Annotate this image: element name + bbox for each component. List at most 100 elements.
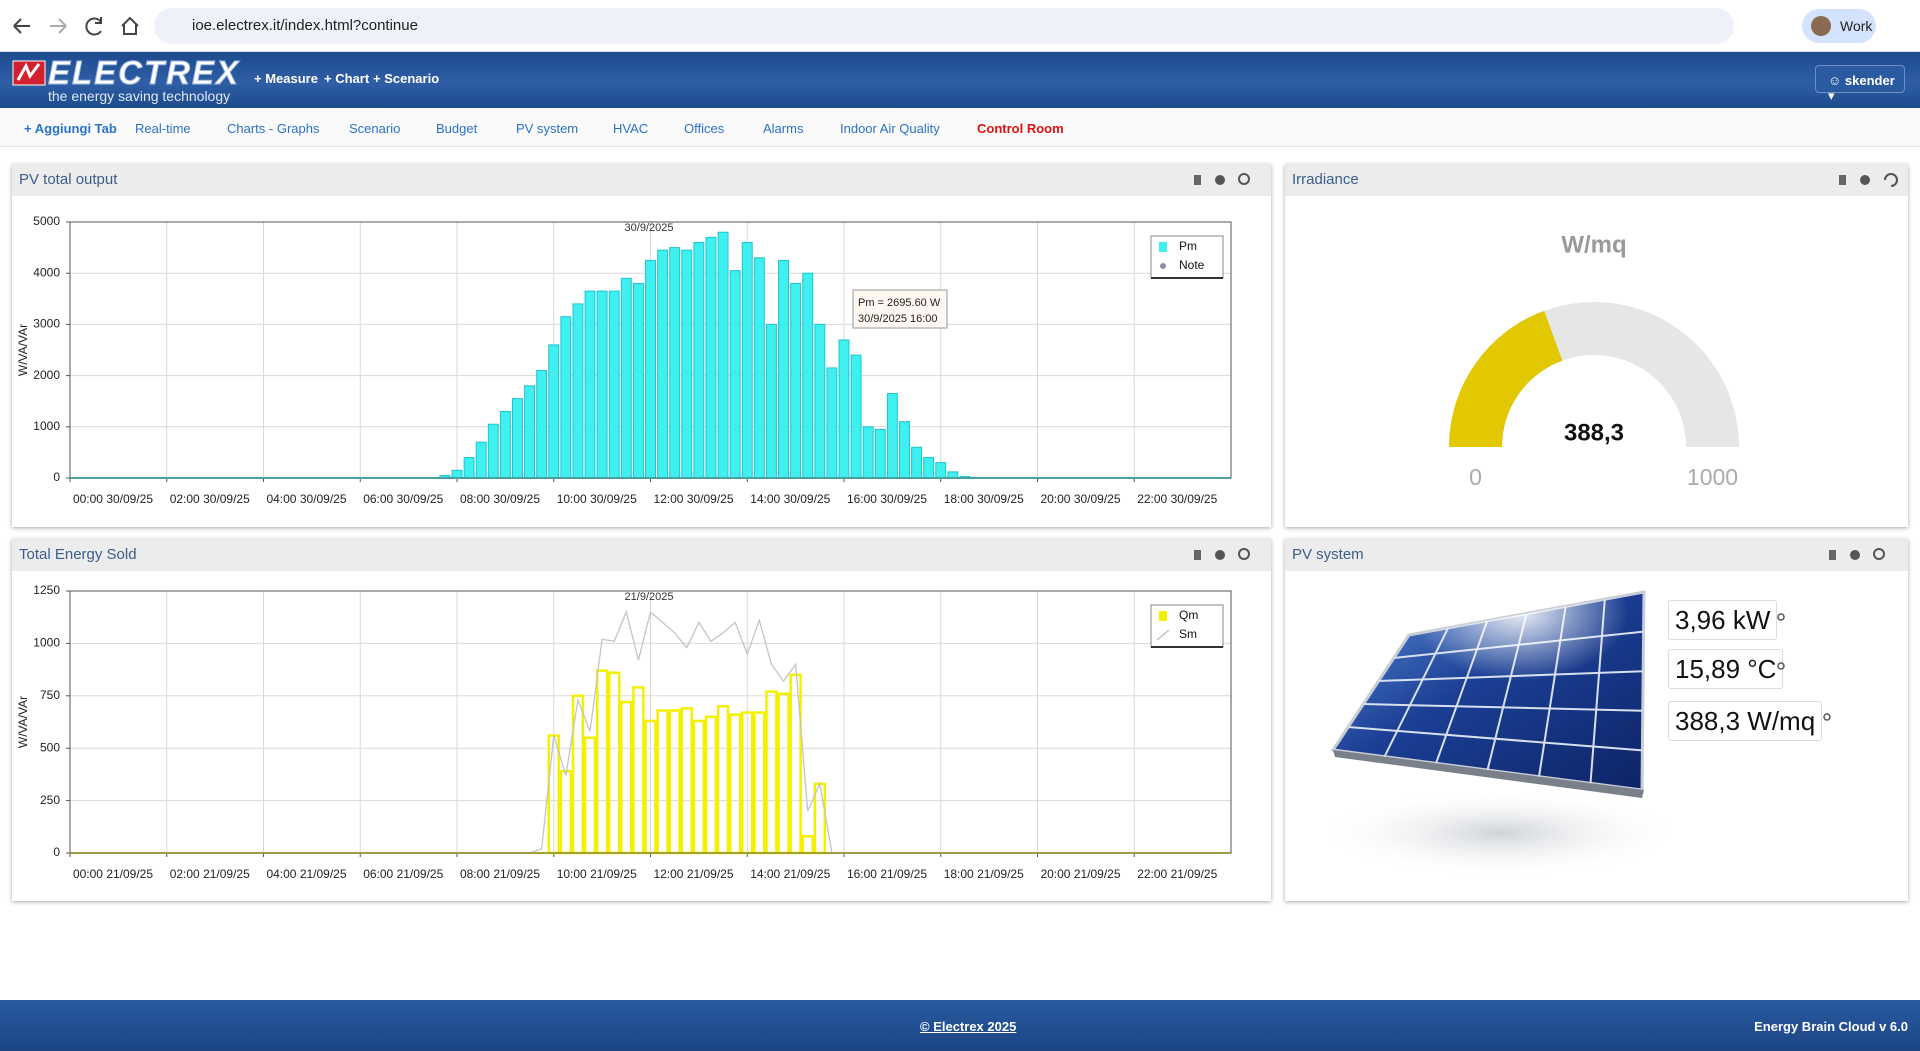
home-button[interactable] (121, 16, 139, 35)
y-tick-label: 500 (40, 740, 60, 754)
panel-title: Total Energy Sold (19, 546, 137, 563)
nav-link[interactable]: + Measure (254, 71, 318, 86)
tab[interactable]: Budget (436, 121, 478, 136)
settings-icon[interactable] (1860, 175, 1870, 185)
bar (620, 277, 632, 479)
reading-value: 3,96 kW (1675, 605, 1771, 635)
tab[interactable]: Charts - Graphs (227, 121, 320, 136)
zoom-icon[interactable] (1238, 173, 1250, 185)
bar (560, 316, 572, 479)
profile-name: Work (1840, 18, 1873, 34)
panel: PV total output 0 1000 2000 3000 4000 5000 00:… (12, 164, 1271, 527)
tab[interactable]: + Aggiungi Tab (24, 121, 117, 136)
date-annotation: 30/9/2025 (625, 222, 674, 234)
nav-link[interactable]: + Scenario (373, 71, 440, 86)
tab-bar: + Aggiungi Tab Real-time Charts - Graphs… (0, 108, 1920, 147)
bar (536, 369, 548, 479)
settings-icon[interactable] (1215, 550, 1225, 560)
zoom-icon[interactable] (1238, 548, 1250, 560)
back-button[interactable] (13, 18, 30, 34)
avatar (1811, 16, 1831, 36)
bar (717, 231, 729, 479)
bar (778, 259, 789, 479)
x-tick-label: 04:00 30/09/25 (266, 492, 346, 506)
tab[interactable]: Alarms (763, 121, 804, 136)
reload-button[interactable] (85, 17, 102, 36)
legend-label: Pm (1179, 239, 1197, 253)
bar (826, 367, 838, 479)
zoom-icon[interactable] (1873, 548, 1885, 560)
tab-label: Aggiungi Tab (34, 121, 117, 136)
tooltip: Pm = 2695.60 W 30/9/2025 16:00 (852, 289, 948, 329)
panel-title: PV total output (19, 171, 118, 188)
x-tick-label: 20:00 21/09/25 (1040, 867, 1120, 881)
reading: 388,3 W/mq (1668, 701, 1823, 741)
tab[interactable]: PV system (516, 121, 579, 136)
refresh-icon[interactable] (1884, 173, 1898, 187)
bar (947, 471, 959, 479)
gauge-value: 388,3 (1564, 419, 1624, 446)
x-tick-label: 16:00 30/09/25 (847, 492, 927, 506)
gauge-value-arc (1449, 310, 1563, 447)
x-tick-label: 12:00 21/09/25 (653, 867, 733, 881)
y-tick-label: 250 (40, 793, 60, 807)
tooltip-text: 30/9/2025 16:00 (858, 313, 938, 325)
tab[interactable]: Indoor Air Quality (840, 121, 940, 136)
tab[interactable]: HVAC (613, 121, 649, 136)
bar (935, 462, 947, 479)
version: Energy Brain Cloud v 6.0 (1754, 1019, 1908, 1034)
copyright-link[interactable]: © Electrex 2025 (920, 1019, 1017, 1034)
x-tick-label: 20:00 30/09/25 (1040, 492, 1120, 506)
y-tick-label: 3000 (33, 317, 60, 331)
panel-title: Irradiance (1292, 171, 1359, 188)
bar (451, 469, 463, 479)
x-tick-label: 06:00 21/09/25 (363, 867, 443, 881)
x-tick-label: 22:00 30/09/25 (1137, 492, 1217, 506)
info-icon[interactable] (1777, 613, 1785, 621)
bar (669, 247, 681, 479)
nav-label: Chart (335, 71, 370, 86)
tab[interactable]: Control Room (977, 121, 1064, 136)
user-menu[interactable]: ☺ skender ▾ (1815, 65, 1905, 103)
nav-label: Measure (265, 71, 318, 86)
profile-button[interactable]: Work (1802, 9, 1876, 43)
nav-link[interactable]: + Chart (324, 71, 370, 86)
forward-button[interactable] (50, 18, 67, 34)
legend-swatch (1159, 242, 1167, 252)
settings-icon[interactable] (1215, 175, 1225, 185)
plot: 0 1000 2000 3000 4000 5000 00:00 30/09/25 02:00… (16, 214, 1232, 506)
y-tick-label: 750 (40, 688, 60, 702)
panel-header: PV system (1285, 539, 1908, 571)
tab[interactable]: Real-time (135, 121, 191, 136)
tab[interactable]: Scenario (349, 121, 401, 136)
x-tick-label: 00:00 30/09/25 (73, 492, 153, 506)
delete-icon[interactable] (1194, 175, 1201, 185)
chart: 0 250 500 750 1000 1250 00:00 21/09/25 02:00 21… (16, 583, 1232, 881)
bar (632, 282, 644, 479)
tab[interactable]: Offices (684, 121, 725, 136)
y-tick-label: 0 (53, 845, 60, 859)
legend-swatch (1159, 611, 1167, 621)
bar (487, 423, 499, 479)
settings-icon[interactable] (1850, 550, 1860, 560)
y-tick-label: 2000 (33, 368, 60, 382)
plot-frame (69, 590, 1232, 854)
bar (705, 236, 717, 479)
panel-header: Total Energy Sold (12, 539, 1271, 571)
x-tick-label: 06:00 30/09/25 (363, 492, 443, 506)
delete-icon[interactable] (1829, 550, 1836, 560)
address-bar[interactable]: ioe.electrex.it/index.html?continue (154, 8, 1734, 44)
delete-icon[interactable] (1194, 550, 1201, 560)
bar (524, 385, 536, 479)
info-icon[interactable] (1777, 662, 1785, 670)
bar (923, 457, 935, 479)
info-icon[interactable] (1823, 713, 1831, 721)
x-tick-label: 08:00 30/09/25 (460, 492, 540, 506)
bar (765, 323, 777, 479)
panel-tools (1194, 173, 1250, 185)
legend: Pm Note (1150, 235, 1224, 279)
delete-icon[interactable] (1839, 175, 1846, 185)
app-header: ELECTREX the energy saving technology + … (0, 52, 1920, 108)
logo[interactable]: ELECTREX (47, 54, 241, 92)
legend-label: Qm (1179, 608, 1198, 622)
